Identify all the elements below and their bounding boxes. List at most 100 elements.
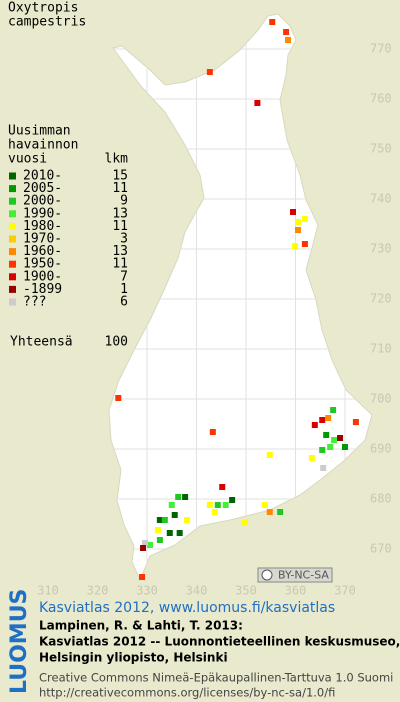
observation xyxy=(323,432,330,438)
observation xyxy=(184,517,191,523)
x-tick-label: 310 xyxy=(37,584,59,598)
observation xyxy=(301,216,308,222)
x-tick-label: 360 xyxy=(285,584,307,598)
cc-badge: BY-NC-SA xyxy=(257,567,333,583)
observation xyxy=(319,417,326,423)
y-tick-label: 700 xyxy=(370,392,392,406)
legend-swatch xyxy=(9,273,16,281)
y-tick-label: 720 xyxy=(370,292,392,306)
y-tick-label: 740 xyxy=(370,192,392,206)
legend-label: 1970- xyxy=(23,232,62,247)
legend-heading: havainnon xyxy=(8,138,78,153)
atlas-link[interactable]: Kasviatlas 2012, www.luomus.fi/kasviatla… xyxy=(39,600,335,616)
observation xyxy=(266,452,273,458)
legend-swatch xyxy=(9,185,16,193)
legend-label: 2005- xyxy=(23,181,62,196)
citation-line: Lampinen, R. & Lahti, T. 2013: xyxy=(39,619,243,633)
legend: Uusimman havainnon vuosi lkm Yhteensä 10… xyxy=(8,124,128,350)
legend-count: 7 xyxy=(120,269,128,284)
legend-swatch xyxy=(9,285,16,293)
observation xyxy=(175,494,182,500)
observation xyxy=(168,502,175,508)
license-line: Creative Commons Nimeä-Epäkaupallinen-Ta… xyxy=(39,671,393,685)
legend-swatch xyxy=(9,235,16,243)
legend-swatch xyxy=(9,248,16,256)
legend-count: 11 xyxy=(112,181,128,196)
legend-swatch xyxy=(9,172,16,180)
observation xyxy=(301,241,308,247)
observation xyxy=(269,19,276,25)
observation xyxy=(266,509,273,515)
cc-badge-icon xyxy=(261,569,273,581)
observation xyxy=(206,69,213,75)
x-tick-label: 350 xyxy=(235,584,257,598)
legend-label: 2000- xyxy=(23,194,62,209)
y-tick-label: 750 xyxy=(370,142,392,156)
finland-outline xyxy=(108,13,373,582)
x-tick-label: 320 xyxy=(87,584,109,598)
observation xyxy=(331,437,338,443)
legend-count: 6 xyxy=(120,295,128,310)
legend-total: 100 xyxy=(105,335,128,350)
observation xyxy=(283,29,290,35)
observation xyxy=(206,502,213,508)
cc-badge-text: BY-NC-SA xyxy=(278,569,329,582)
observation xyxy=(209,429,216,435)
x-tick-label: 330 xyxy=(136,584,158,598)
legend-label: 2010- xyxy=(23,169,62,184)
legend-count-heading: lkm xyxy=(105,152,129,167)
legend-label: ??? xyxy=(23,295,46,310)
observation xyxy=(139,574,146,580)
legend-count: 11 xyxy=(112,219,128,234)
y-tick-label: 730 xyxy=(370,242,392,256)
legend-label: 1960- xyxy=(23,244,62,259)
legend-total-label: Yhteensä xyxy=(10,335,73,350)
y-tick-label: 710 xyxy=(370,342,392,356)
species-name: Oxytropis xyxy=(8,1,78,16)
legend-swatch xyxy=(9,260,16,268)
y-tick-label: 670 xyxy=(370,542,392,556)
observation xyxy=(277,509,284,515)
legend-count: 9 xyxy=(120,194,128,209)
observation xyxy=(290,209,297,215)
legend-label: 1980- xyxy=(23,219,62,234)
observation xyxy=(166,530,173,536)
legend-swatch xyxy=(9,222,16,230)
observation xyxy=(337,435,344,441)
y-tick-label: 770 xyxy=(370,42,392,56)
observation xyxy=(219,484,226,490)
y-tick-label: 760 xyxy=(370,92,392,106)
observation xyxy=(229,497,236,503)
axes: 310 320 330 340 350 360 370 670 680 690 700 710 720 7… xyxy=(37,42,392,598)
observation xyxy=(142,540,149,546)
observation xyxy=(319,447,326,453)
observation xyxy=(146,542,153,548)
legend-label: 1990- xyxy=(23,206,62,221)
x-tick-label: 370 xyxy=(334,584,356,598)
observation xyxy=(161,517,168,523)
observation xyxy=(294,227,301,233)
observation xyxy=(154,527,161,533)
legend-count: 11 xyxy=(112,257,128,272)
observation xyxy=(325,415,332,421)
legend-count: 1 xyxy=(120,282,128,297)
legend-swatch xyxy=(9,197,16,205)
y-tick-label: 680 xyxy=(370,492,392,506)
legend-label: -1899 xyxy=(23,282,62,297)
observation xyxy=(330,407,337,413)
observation xyxy=(294,219,301,225)
observation xyxy=(254,100,261,106)
observation xyxy=(222,502,229,508)
observation xyxy=(171,512,178,518)
observation xyxy=(176,530,183,536)
legend-swatch xyxy=(9,298,16,306)
x-tick-label: 340 xyxy=(186,584,208,598)
observation xyxy=(140,545,147,551)
license-line[interactable]: http://creativecommons.org/licenses/by-n… xyxy=(39,686,335,700)
observation xyxy=(182,494,189,500)
legend-count: 13 xyxy=(112,206,128,221)
legend-swatch xyxy=(9,210,16,218)
citation-line: Helsingin yliopisto, Helsinki xyxy=(39,651,228,665)
legend-heading: Uusimman xyxy=(8,124,71,139)
